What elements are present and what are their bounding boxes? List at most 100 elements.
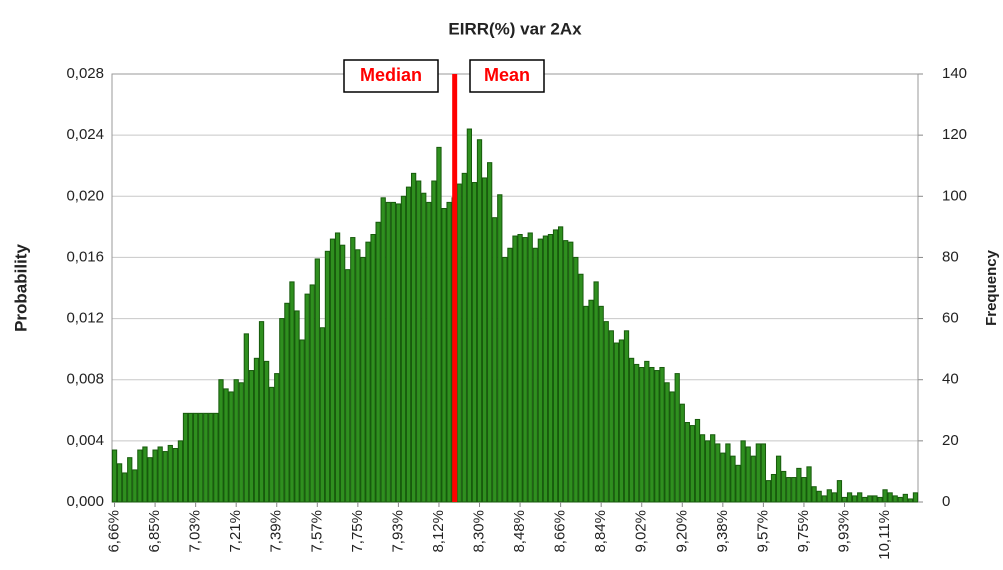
bar — [512, 235, 518, 503]
y2-tick-label: 40 — [942, 371, 959, 388]
annotation: Median — [360, 65, 422, 85]
bar — [466, 128, 473, 503]
bar — [329, 238, 336, 503]
bar — [289, 281, 295, 503]
x-tick-label: 7,03% — [187, 510, 204, 553]
bar — [801, 477, 807, 503]
x-tick-label: 8,84% — [592, 510, 609, 553]
bar — [806, 466, 812, 503]
bar — [846, 492, 853, 503]
bar — [603, 321, 609, 503]
bar — [198, 412, 204, 503]
bar — [152, 449, 158, 503]
bar — [395, 203, 402, 503]
y-tick-label: 0,020 — [66, 187, 104, 204]
x-tick-label: 9,20% — [673, 510, 690, 553]
bar — [122, 472, 128, 503]
bar — [375, 221, 381, 503]
bar — [791, 477, 797, 503]
bar — [355, 249, 361, 503]
bar — [775, 455, 782, 503]
bar — [831, 492, 837, 503]
y-tick-label: 0,012 — [66, 310, 104, 327]
bar — [228, 391, 234, 503]
bar — [431, 180, 437, 503]
x-tick-label: 7,57% — [308, 510, 325, 553]
bar — [532, 247, 538, 503]
bar — [481, 177, 488, 503]
y2-tick-label: 100 — [942, 187, 967, 204]
bar — [796, 467, 802, 503]
bar — [380, 197, 386, 503]
bar — [177, 440, 184, 503]
bar — [410, 172, 417, 503]
bar — [370, 234, 376, 503]
bar — [517, 234, 523, 503]
bar — [897, 496, 903, 503]
bar — [507, 247, 513, 503]
bar — [142, 446, 148, 503]
bar — [299, 339, 305, 503]
bar — [324, 250, 331, 503]
bar — [872, 495, 878, 503]
bar — [137, 449, 143, 503]
bar — [725, 443, 731, 503]
bar — [654, 370, 660, 503]
bar — [623, 330, 630, 503]
bar — [634, 363, 640, 503]
bar — [172, 448, 178, 503]
bar — [583, 305, 589, 503]
bar — [319, 327, 326, 503]
annotation-box — [469, 59, 545, 93]
bar — [664, 382, 670, 503]
y2-axis-label: Frequency — [983, 249, 1000, 326]
bar — [284, 302, 290, 503]
bar — [416, 180, 422, 503]
bar — [563, 240, 569, 503]
y-tick-label: 0,028 — [66, 65, 104, 82]
bar — [811, 486, 817, 503]
bar — [730, 455, 736, 503]
bar — [710, 434, 716, 503]
bar — [193, 412, 199, 503]
bar — [132, 469, 138, 503]
bar — [248, 370, 255, 503]
bar — [770, 473, 777, 503]
bar — [867, 495, 873, 503]
x-tick-label: 8,66% — [552, 510, 569, 553]
bar — [608, 330, 614, 503]
x-tick-label: 7,93% — [389, 510, 406, 553]
bar — [350, 237, 356, 503]
bar — [360, 256, 366, 503]
bar — [487, 162, 493, 503]
bar — [557, 226, 564, 503]
bar — [116, 463, 123, 503]
bar — [699, 434, 706, 503]
bar — [852, 495, 858, 503]
bar — [167, 444, 173, 503]
bar — [750, 455, 756, 503]
bar — [755, 443, 761, 503]
bar — [902, 493, 908, 503]
y2-tick-label: 0 — [942, 493, 950, 510]
bar — [269, 386, 275, 503]
x-tick-label: 6,85% — [146, 510, 163, 553]
bar — [476, 139, 483, 503]
bar — [385, 201, 391, 503]
bar — [639, 366, 645, 503]
bar — [618, 339, 625, 503]
x-tick-label: 8,48% — [511, 510, 528, 553]
bar — [659, 366, 665, 503]
bar — [527, 232, 533, 503]
y2-tick-label: 20 — [942, 432, 959, 449]
bar — [644, 360, 650, 503]
bar — [203, 412, 209, 503]
x-tick-label: 8,30% — [470, 510, 487, 553]
bar — [187, 412, 194, 503]
bar — [334, 232, 341, 503]
bar — [907, 498, 914, 503]
y2-tick-label: 80 — [942, 248, 959, 265]
bar — [912, 492, 919, 503]
bar — [715, 443, 721, 503]
